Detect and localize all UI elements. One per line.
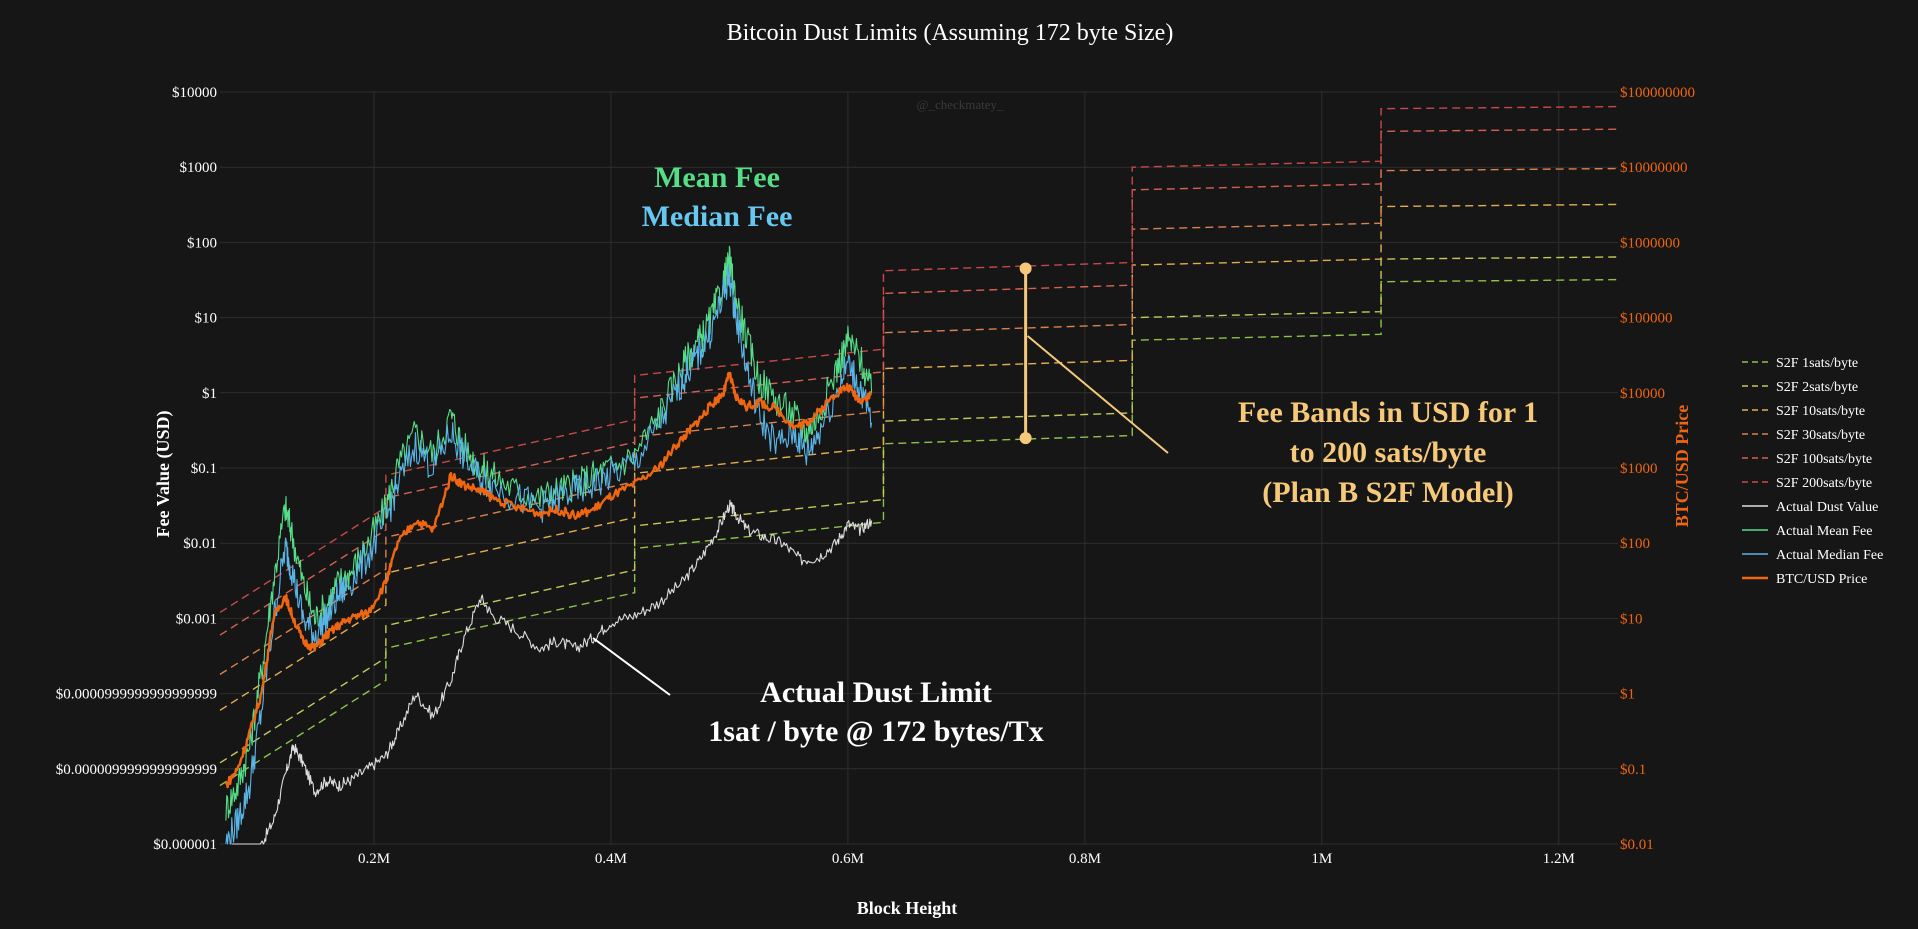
- legend-label: Actual Dust Value: [1776, 500, 1878, 515]
- x-tick-label: 1M: [1311, 851, 1332, 867]
- legend-item[interactable]: Actual Dust Value: [1742, 500, 1878, 515]
- y2-tick-label: $1: [1620, 687, 1635, 703]
- y-tick-label: $0.0000099999999999999: [56, 762, 217, 778]
- legend-item[interactable]: S2F 30sats/byte: [1742, 428, 1865, 443]
- legend-item[interactable]: S2F 10sats/byte: [1742, 404, 1865, 419]
- annotation-layer: Mean Fee Median Fee Fee Bands in USD for 1…: [592, 161, 1538, 748]
- legend-item[interactable]: S2F 200sats/byte: [1742, 476, 1872, 491]
- x-tick-label: 0.8M: [1069, 851, 1101, 867]
- dust-limit-pointer-line: [592, 637, 671, 696]
- y-tick-label: $1000: [180, 160, 218, 176]
- legend-label: Actual Median Fee: [1776, 548, 1883, 563]
- y2-tick-label: $100000000: [1620, 85, 1695, 101]
- y-tick-label: $0.1: [191, 461, 217, 477]
- fee-band-marker-top-dot: [1019, 262, 1032, 275]
- y2-tick-label: $100: [1620, 536, 1650, 552]
- band-line-5: [219, 105, 1619, 614]
- y2-tick-label: $10: [1620, 611, 1643, 627]
- series-layer: [224, 245, 873, 845]
- annotation-fee-bands-line-2: to 200 sats/byte: [1290, 436, 1487, 469]
- y-tick-label: $0.001: [176, 611, 217, 627]
- legend-item[interactable]: S2F 2sats/byte: [1742, 380, 1858, 395]
- band-layer: [219, 105, 1619, 787]
- annotation-fee-bands-line-3: (Plan B S2F Model): [1262, 476, 1513, 509]
- watermark: @_checkmatey_: [916, 97, 1004, 112]
- fee-band-marker-bottom-dot: [1019, 432, 1032, 445]
- grid-layer: [220, 91, 1618, 845]
- x-tick-label: 0.4M: [595, 851, 627, 867]
- band-line-2: [219, 203, 1619, 711]
- y-tick-label: $0.000001: [153, 837, 217, 853]
- annotation-mean-fee: Mean Fee: [654, 161, 780, 194]
- y2-tick-label: $1000000: [1620, 235, 1680, 251]
- legend-item[interactable]: S2F 100sats/byte: [1742, 452, 1872, 467]
- legend-label: S2F 2sats/byte: [1776, 380, 1858, 395]
- legend-label: BTC/USD Price: [1776, 572, 1867, 587]
- annotation-dust-limit-line-1: Actual Dust Limit: [760, 676, 992, 709]
- legend-item[interactable]: Actual Mean Fee: [1742, 524, 1872, 539]
- y2-tick-label: $100000: [1620, 311, 1673, 327]
- legend-label: S2F 200sats/byte: [1776, 476, 1872, 491]
- y2-tick-label: $10000000: [1620, 160, 1688, 176]
- legend-label: S2F 1sats/byte: [1776, 356, 1858, 371]
- y-tick-label: $100: [187, 235, 217, 251]
- y2-tick-label: $1000: [1620, 461, 1658, 477]
- x-axis-label: Block Height: [857, 898, 958, 918]
- band-line-3: [219, 167, 1619, 675]
- y2-tick-label: $10000: [1620, 386, 1665, 402]
- legend-item[interactable]: BTC/USD Price: [1742, 572, 1867, 587]
- legend[interactable]: S2F 1sats/byte S2F 2sats/byte S2F 10sats/b…: [1742, 356, 1883, 587]
- tick-layer: 0.2M 0.4M 0.6M 0.8M 1M 1.2M $10000 $1000 $100 $10…: [56, 85, 1695, 867]
- annotation-fee-bands-line-1: Fee Bands in USD for 1: [1238, 396, 1538, 429]
- y-axis-label: Fee Value (USD): [153, 411, 174, 538]
- legend-label: S2F 30sats/byte: [1776, 428, 1865, 443]
- legend-item[interactable]: S2F 1sats/byte: [1742, 356, 1858, 371]
- annotation-median-fee: Median Fee: [642, 200, 793, 233]
- y-tick-label: $0.01: [183, 536, 217, 552]
- x-tick-label: 1.2M: [1543, 851, 1575, 867]
- y2-tick-label: $0.01: [1620, 837, 1654, 853]
- annotation-dust-limit-line-2: 1sat / byte @ 172 bytes/Tx: [708, 715, 1043, 748]
- y-tick-label: $0.0000999999999999999: [56, 687, 217, 703]
- y2-axis-label: BTC/USD Price: [1672, 405, 1692, 527]
- y-tick-label: $10: [195, 311, 218, 327]
- y2-tick-label: $0.1: [1620, 762, 1646, 778]
- x-tick-label: 0.6M: [832, 851, 864, 867]
- series-line-1: [225, 245, 873, 821]
- series-line-0: [231, 499, 873, 845]
- legend-label: S2F 10sats/byte: [1776, 404, 1865, 419]
- fee-band-pointer-line: [1026, 335, 1169, 454]
- chart-title: Bitcoin Dust Limits (Assuming 172 byte S…: [727, 20, 1174, 46]
- legend-label: Actual Mean Fee: [1776, 524, 1872, 539]
- series-line-3: [224, 371, 872, 789]
- legend-item[interactable]: Actual Median Fee: [1742, 548, 1883, 563]
- x-tick-label: 0.2M: [358, 851, 390, 867]
- y-tick-label: $10000: [172, 85, 217, 101]
- band-line-1: [219, 256, 1619, 764]
- legend-label: S2F 100sats/byte: [1776, 452, 1872, 467]
- y-tick-label: $1: [202, 386, 217, 402]
